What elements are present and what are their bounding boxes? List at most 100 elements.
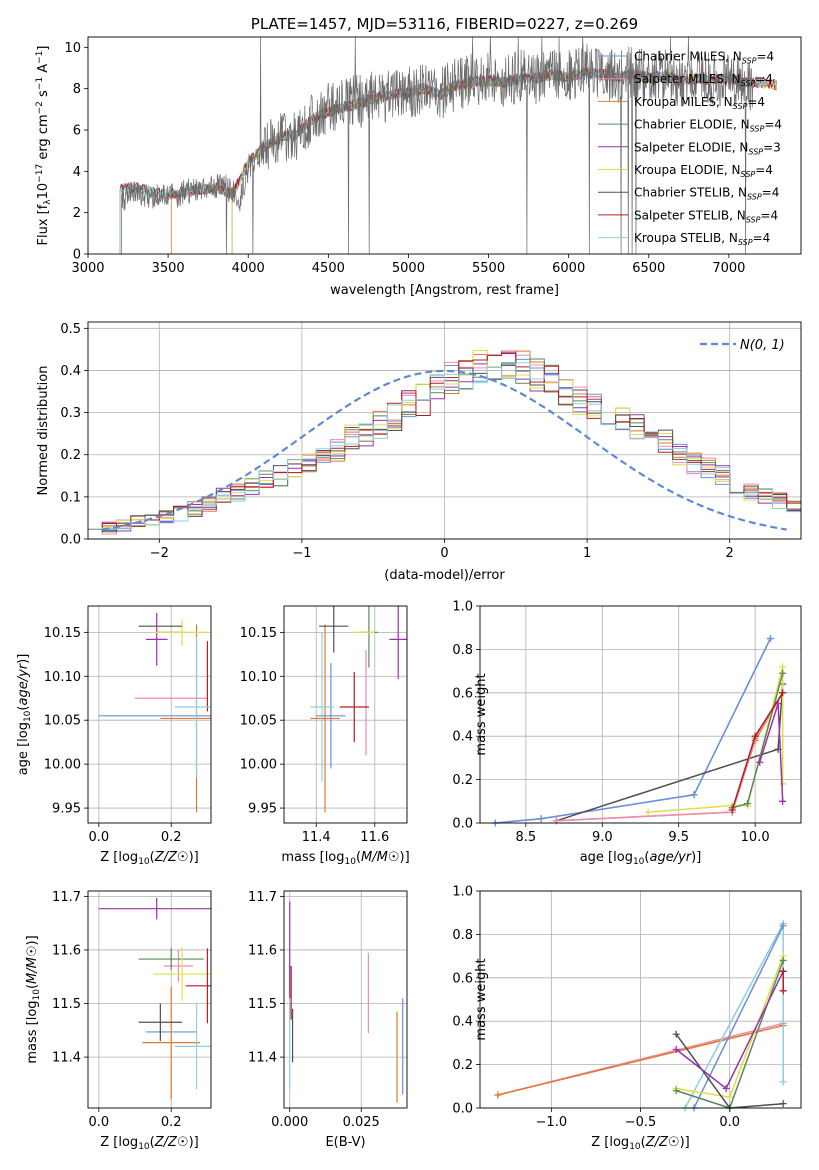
age-vs-mass-panel: 11.4 11.6 9.95 10.00 10.05 10.10 10.15 mass [lo…: [240, 605, 410, 867]
x-tick-label: 0.025: [343, 1115, 380, 1130]
axes-frame: [479, 890, 802, 1109]
x-tick-label: 4000: [232, 261, 265, 276]
y-tick-label: 0.2: [452, 773, 473, 788]
histogram-salpeter_elodie: [88, 351, 801, 532]
y-tick-label: 0.8: [452, 643, 473, 658]
weight-marker-salpeter_stelib: [779, 689, 787, 697]
y-tick-label: 0.6: [452, 971, 473, 986]
x-tick-label: 7000: [712, 261, 745, 276]
y-tick-label: 0.0: [60, 533, 81, 548]
x-tick-label: 0.2: [161, 1115, 182, 1130]
x-tick-label: −1.0: [536, 1115, 568, 1130]
x-tick-label: 5500: [472, 261, 505, 276]
y-tick-label: 10.10: [240, 670, 277, 685]
x-tick-label: 9.0: [592, 830, 613, 845]
weight-line-chabrier_miles: [693, 925, 784, 1109]
x-tick-label: 11.6: [360, 830, 389, 845]
mass_vs_ebv-x-label: E(B-V): [325, 1135, 365, 1150]
weight-lines: [491, 635, 787, 827]
mass_weight_vs_age-y-label: mass weight: [474, 673, 489, 755]
weight-marker-kroupa_elodie: [779, 663, 787, 671]
mass_weight_vs_Z-y-label: mass weight: [474, 958, 489, 1040]
spectrum-legend: Chabrier MILES, NSSP=4 Salpeter MILES, NS…: [598, 50, 782, 247]
age_vs_Z-x-label: Z [log10(Z/Z☉)]: [100, 850, 198, 867]
y-tick-label: 10: [64, 41, 81, 56]
age-vs-metallicity-panel: 0.0 0.2 9.95 10.00 10.05 10.10 10.15 Z [log10(Z…: [16, 605, 212, 867]
spectrum-title: PLATE=1457, MJD=53116, FIBERID=0227, z=0…: [251, 15, 638, 33]
y-tick-label: 11.5: [52, 997, 81, 1012]
y-tick-label: 0: [73, 248, 81, 263]
y-tick-label: 1.0: [452, 600, 473, 615]
weight-marker-salpeter_stelib: [779, 967, 787, 975]
y-tick-label: 0.4: [452, 730, 473, 745]
weight-marker-chabrier_miles: [690, 791, 698, 799]
histogram-steps: [88, 349, 801, 535]
y-tick-label: 10.05: [44, 714, 81, 729]
weight-line-kroupa_stelib: [684, 923, 784, 1109]
y-tick-label: 11.6: [52, 943, 81, 958]
spectrum-lines: [119, 37, 778, 254]
y-tick-label: 11.4: [52, 1051, 81, 1066]
legend-entry: Kroupa ELODIE, NSSP=4: [634, 163, 773, 179]
y-tick-label: 0.2: [60, 448, 81, 463]
x-tick-label: 10.0: [741, 830, 770, 845]
mass_weight_vs_Z-x-label: Z [log10(Z/Z☉)]: [591, 1135, 689, 1152]
y-tick-label: 0.3: [60, 406, 81, 421]
x-tick-label: −2: [150, 546, 169, 561]
axes-frame: [283, 605, 408, 824]
axes-frame: [87, 890, 212, 1109]
weight-marker-chabrier_miles: [537, 815, 545, 823]
weight-marker-salpeter_stelib: [779, 987, 787, 995]
weight-marker-chabrier_elodie: [779, 956, 787, 964]
histogram-x-label: (data-model)/error: [384, 568, 505, 583]
x-tick-label: 0.0: [89, 830, 110, 845]
legend-entry: Salpeter ELODIE, NSSP=3: [634, 140, 781, 156]
legend-entry: Salpeter STELIB, NSSP=4: [634, 208, 778, 224]
y-tick-label: 9.95: [52, 802, 81, 817]
x-tick-label: 6000: [552, 261, 585, 276]
legend-entry: Kroupa MILES, NSSP=4: [634, 95, 765, 111]
weight-marker-chabrier_elodie: [779, 669, 787, 677]
normal-distribution-curve: [102, 369, 787, 531]
legend-entry: N(0, 1): [740, 338, 785, 353]
x-tick-label: 3000: [71, 261, 104, 276]
x-tick-label: 0.0: [719, 1115, 740, 1130]
axes-frame: [87, 321, 802, 540]
y-tick-label: 11.5: [248, 997, 277, 1012]
histogram-y-label: Normed distribution: [36, 366, 51, 496]
weight-line-chabrier_miles: [495, 638, 772, 824]
mass-weight-vs-age-panel: 8.5 9.0 9.5 10.0 0.0 0.2 0.4 0.6 0.8 1.0 age [log1…: [452, 600, 802, 867]
y-tick-label: 10.00: [240, 758, 277, 773]
weight-marker-salpeter_stelib: [728, 806, 736, 814]
axes-frame: [87, 605, 212, 824]
axes-frame: [479, 605, 802, 824]
y-tick-label: 10.00: [44, 758, 81, 773]
x-tick-label: 2: [726, 546, 734, 561]
weight-marker-kroupa_elodie: [726, 1093, 734, 1101]
legend-entry: Chabrier STELIB, NSSP=4: [634, 186, 779, 202]
weight-marker-chabrier_stelib: [672, 1030, 680, 1038]
x-tick-label: −0.5: [625, 1115, 657, 1130]
weight-marker-kroupa_miles: [494, 1091, 502, 1099]
y-tick-label: 10.15: [44, 626, 81, 641]
errorbars: [289, 901, 404, 1103]
age_vs_Z-y-label: age [log10(age/yr)]: [16, 654, 33, 776]
y-tick-label: 1.0: [452, 885, 473, 900]
weight-marker-kroupa_stelib: [779, 1078, 787, 1086]
x-tick-label: 0.2: [161, 830, 182, 845]
weight-marker-salpeter_elodie: [722, 1084, 730, 1092]
spectrum-panel: 3000 3500 4000 4500 5000 5500 6000 6500 7000 0 2 4 6…: [35, 15, 802, 298]
weight-marker-salpeter_stelib: [751, 732, 759, 740]
weight-line-salpeter_stelib: [731, 692, 784, 811]
x-tick-label: 4500: [312, 261, 345, 276]
weight-marker-salpeter_elodie: [779, 797, 787, 805]
legend-entry: Kroupa STELIB, NSSP=4: [634, 231, 770, 247]
x-tick-label: 0.0: [89, 1115, 110, 1130]
mass_weight_vs_age-x-label: age [log10(age/yr)]: [580, 850, 702, 867]
y-tick-label: 8: [73, 82, 81, 97]
weight-marker-chabrier_elodie: [744, 799, 751, 807]
legend-entry: Salpeter MILES, NSSP=4: [634, 72, 773, 88]
y-tick-label: 0.4: [452, 1015, 473, 1030]
weight-marker-chabrier_miles: [766, 635, 774, 643]
